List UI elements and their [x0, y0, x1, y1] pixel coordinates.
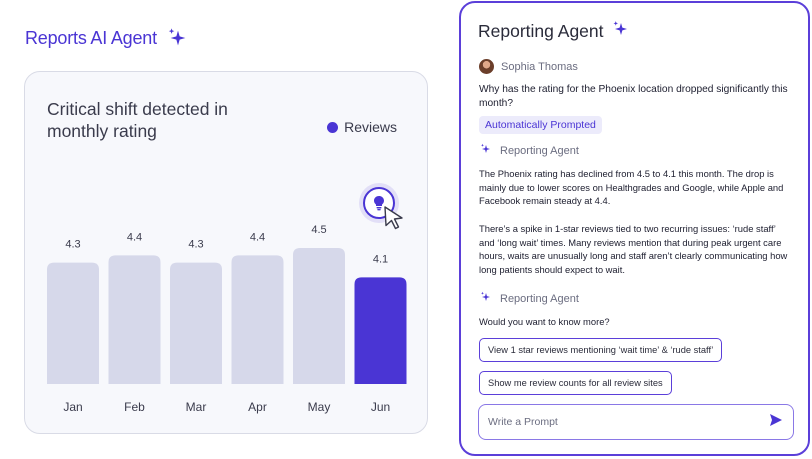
reporting-agent-panel: Reporting Agent Sophia Thomas Why has th… — [459, 1, 810, 456]
agent-message-header: Reporting Agent — [480, 291, 579, 306]
x-tick-label: Apr — [248, 400, 267, 414]
panel-title: Reporting Agent — [478, 21, 604, 41]
avatar — [479, 59, 494, 74]
sparkle-icon — [480, 143, 492, 158]
followup-question: Would you want to know more? — [479, 316, 610, 327]
sparkle-icon — [167, 27, 189, 49]
legend-label: Reviews — [344, 119, 397, 135]
x-tick-label: Feb — [124, 400, 145, 414]
x-tick-label: Mar — [186, 400, 207, 414]
send-icon[interactable] — [769, 413, 783, 432]
x-tick-label: May — [308, 400, 331, 414]
agent-message-header: Reporting Agent — [480, 143, 579, 158]
x-tick-label: Jun — [371, 400, 390, 414]
reports-ai-agent-title: Reports AI Agent — [25, 27, 157, 48]
prompt-input-box — [478, 404, 794, 440]
chart-bar — [170, 262, 222, 384]
auto-prompted-chip: Automatically Prompted — [479, 116, 602, 134]
chart-bar — [354, 277, 407, 384]
bar-value-label: 4.4 — [127, 231, 142, 243]
show-review-counts-button[interactable]: Show me review counts for all review sit… — [479, 371, 672, 395]
bar-value-label: 4.5 — [311, 224, 326, 236]
x-tick-label: Jan — [63, 400, 82, 414]
agent-label: Reporting Agent — [500, 292, 579, 305]
bar-value-label: 4.4 — [250, 231, 265, 243]
chart-bar — [108, 255, 161, 384]
legend-dot — [327, 121, 339, 133]
agent-answer-paragraph: There’s a spike in 1-star reviews tied t… — [479, 223, 788, 275]
sparkle-icon — [612, 20, 630, 43]
bar-chart: 4.3 Jan 4.4 Feb 4.3 Mar 4.4 Apr 4.5 May 4.1 Jun — [47, 224, 407, 414]
agent-label: Reporting Agent — [500, 144, 579, 157]
chart-bar — [293, 248, 345, 384]
bar-value-label: 4.3 — [65, 239, 80, 251]
reports-ai-agent-heading: Reports AI Agent — [25, 27, 189, 49]
user-name: Sophia Thomas — [501, 60, 578, 73]
panel-header: Reporting Agent — [478, 20, 630, 43]
lightbulb-icon — [374, 196, 384, 211]
chart-card: Critical shift detected in monthly ratin… — [24, 71, 428, 434]
chart-legend: Reviews — [327, 119, 397, 135]
bar-value-label: 4.3 — [188, 239, 203, 251]
prompt-input[interactable] — [488, 416, 748, 428]
chart-bar — [231, 255, 284, 384]
sparkle-icon — [480, 291, 492, 306]
user-message-header: Sophia Thomas — [479, 59, 578, 74]
cursor-icon — [384, 206, 403, 230]
agent-answer-paragraph: The Phoenix rating has declined from 4.5… — [479, 168, 784, 207]
view-one-star-reviews-button[interactable]: View 1 star reviews mentioning ‘wait tim… — [479, 338, 723, 362]
bar-value-label: 4.1 — [373, 253, 388, 265]
insight-bulb-button[interactable] — [363, 187, 395, 219]
chart-bar — [47, 262, 99, 384]
user-question: Why has the rating for the Phoenix locat… — [479, 84, 788, 109]
chart-title: Critical shift detected in monthly ratin… — [47, 99, 228, 141]
